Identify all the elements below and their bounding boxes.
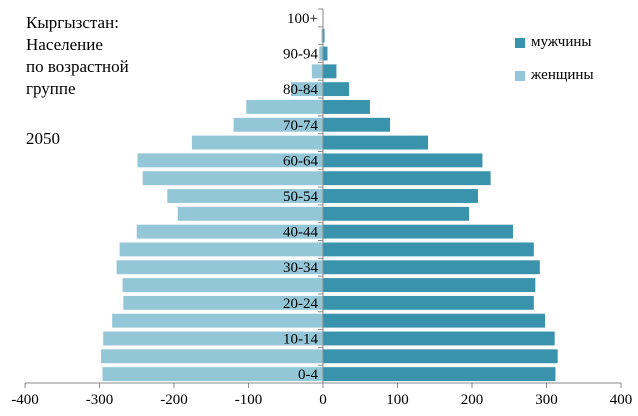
- x-tick-label: 0: [319, 392, 327, 408]
- bar-female-85-89: [311, 64, 323, 79]
- x-tick-label: 300: [535, 392, 558, 408]
- bar-female-75-79: [246, 100, 323, 114]
- y-tick-label: 10-14: [283, 331, 318, 347]
- bar-male-40-44: [323, 224, 513, 239]
- x-tick-label: -400: [11, 392, 39, 408]
- bar-female-0-4: [102, 367, 323, 382]
- y-tick-label: 60-64: [283, 153, 318, 169]
- bar-female-45-49: [177, 206, 323, 221]
- y-tick-label: 40-44: [283, 225, 318, 241]
- title-line-population: Население: [26, 35, 103, 54]
- y-tick-label: 100+: [287, 11, 318, 27]
- bar-female-15-19: [112, 313, 323, 328]
- bar-female-40-44: [136, 224, 323, 239]
- bar-male-70-74: [323, 117, 391, 132]
- bar-male-15-19: [323, 313, 546, 328]
- bar-female-35-39: [119, 242, 324, 257]
- bar-male-50-54: [323, 189, 478, 203]
- bar-male-75-79: [323, 100, 370, 114]
- bar-female-80-84: [290, 82, 323, 97]
- legend: мужчины женщины: [515, 26, 594, 92]
- y-tick-label: 30-34: [283, 260, 318, 276]
- bar-female-90-94: [319, 46, 323, 61]
- bar-male-20-24: [323, 295, 534, 310]
- y-tick-label: 80-84: [283, 82, 318, 98]
- x-tick-label: -300: [86, 392, 114, 408]
- y-tick-label: 90-94: [283, 47, 318, 63]
- bar-male-35-39: [323, 242, 534, 257]
- bar-female-65-69: [191, 135, 323, 150]
- bar-male-0-4: [323, 367, 556, 382]
- bar-male-25-29: [323, 278, 536, 292]
- x-tick-label: 400: [610, 392, 633, 408]
- bar-female-5-9: [100, 349, 324, 364]
- y-tick-label: 50-54: [283, 189, 318, 205]
- title-line-by-age: по возрастной: [26, 57, 129, 76]
- bar-female-25-29: [122, 278, 323, 292]
- x-tick-label: -100: [235, 392, 263, 408]
- legend-item-female: женщины: [515, 59, 594, 92]
- x-tick-label: -200: [160, 392, 188, 408]
- bar-female-55-59: [142, 171, 323, 186]
- bar-male-80-84: [323, 82, 350, 97]
- bar-male-30-34: [323, 260, 540, 275]
- legend-label-male: мужчины: [531, 34, 592, 50]
- title-line-country: Кыргызстан:: [26, 13, 119, 32]
- bar-female-95-99: [321, 28, 323, 43]
- bar-male-5-9: [323, 349, 558, 364]
- bar-male-45-49: [323, 206, 470, 221]
- legend-swatch-female: [515, 70, 525, 81]
- bar-female-60-64: [137, 153, 323, 168]
- bar-male-60-64: [323, 153, 483, 168]
- bar-female-70-74: [233, 117, 323, 132]
- legend-swatch-male: [515, 37, 525, 48]
- bar-female-50-54: [167, 189, 323, 203]
- bar-female-20-24: [123, 295, 323, 310]
- y-tick-label: 0-4: [298, 367, 318, 383]
- legend-item-male: мужчины: [515, 26, 594, 59]
- bar-female-30-34: [116, 260, 323, 275]
- x-tick-label: 200: [461, 392, 484, 408]
- bar-male-65-69: [323, 135, 429, 150]
- bar-male-55-59: [323, 171, 491, 186]
- y-tick-label: 20-24: [283, 296, 318, 312]
- chart-title: Кыргызстан: Население по возрастной груп…: [26, 12, 129, 100]
- bar-male-85-89: [323, 64, 337, 79]
- bar-male-95-99: [323, 28, 325, 43]
- y-tick-label: 70-74: [283, 118, 318, 134]
- legend-label-female: женщины: [531, 67, 594, 83]
- bar-male-10-14: [323, 331, 555, 346]
- bar-male-90-94: [323, 46, 328, 61]
- bar-female-10-14: [103, 331, 323, 346]
- chart-year: 2050: [26, 129, 60, 148]
- title-line-group: группе: [26, 79, 76, 98]
- x-tick-label: 100: [386, 392, 409, 408]
